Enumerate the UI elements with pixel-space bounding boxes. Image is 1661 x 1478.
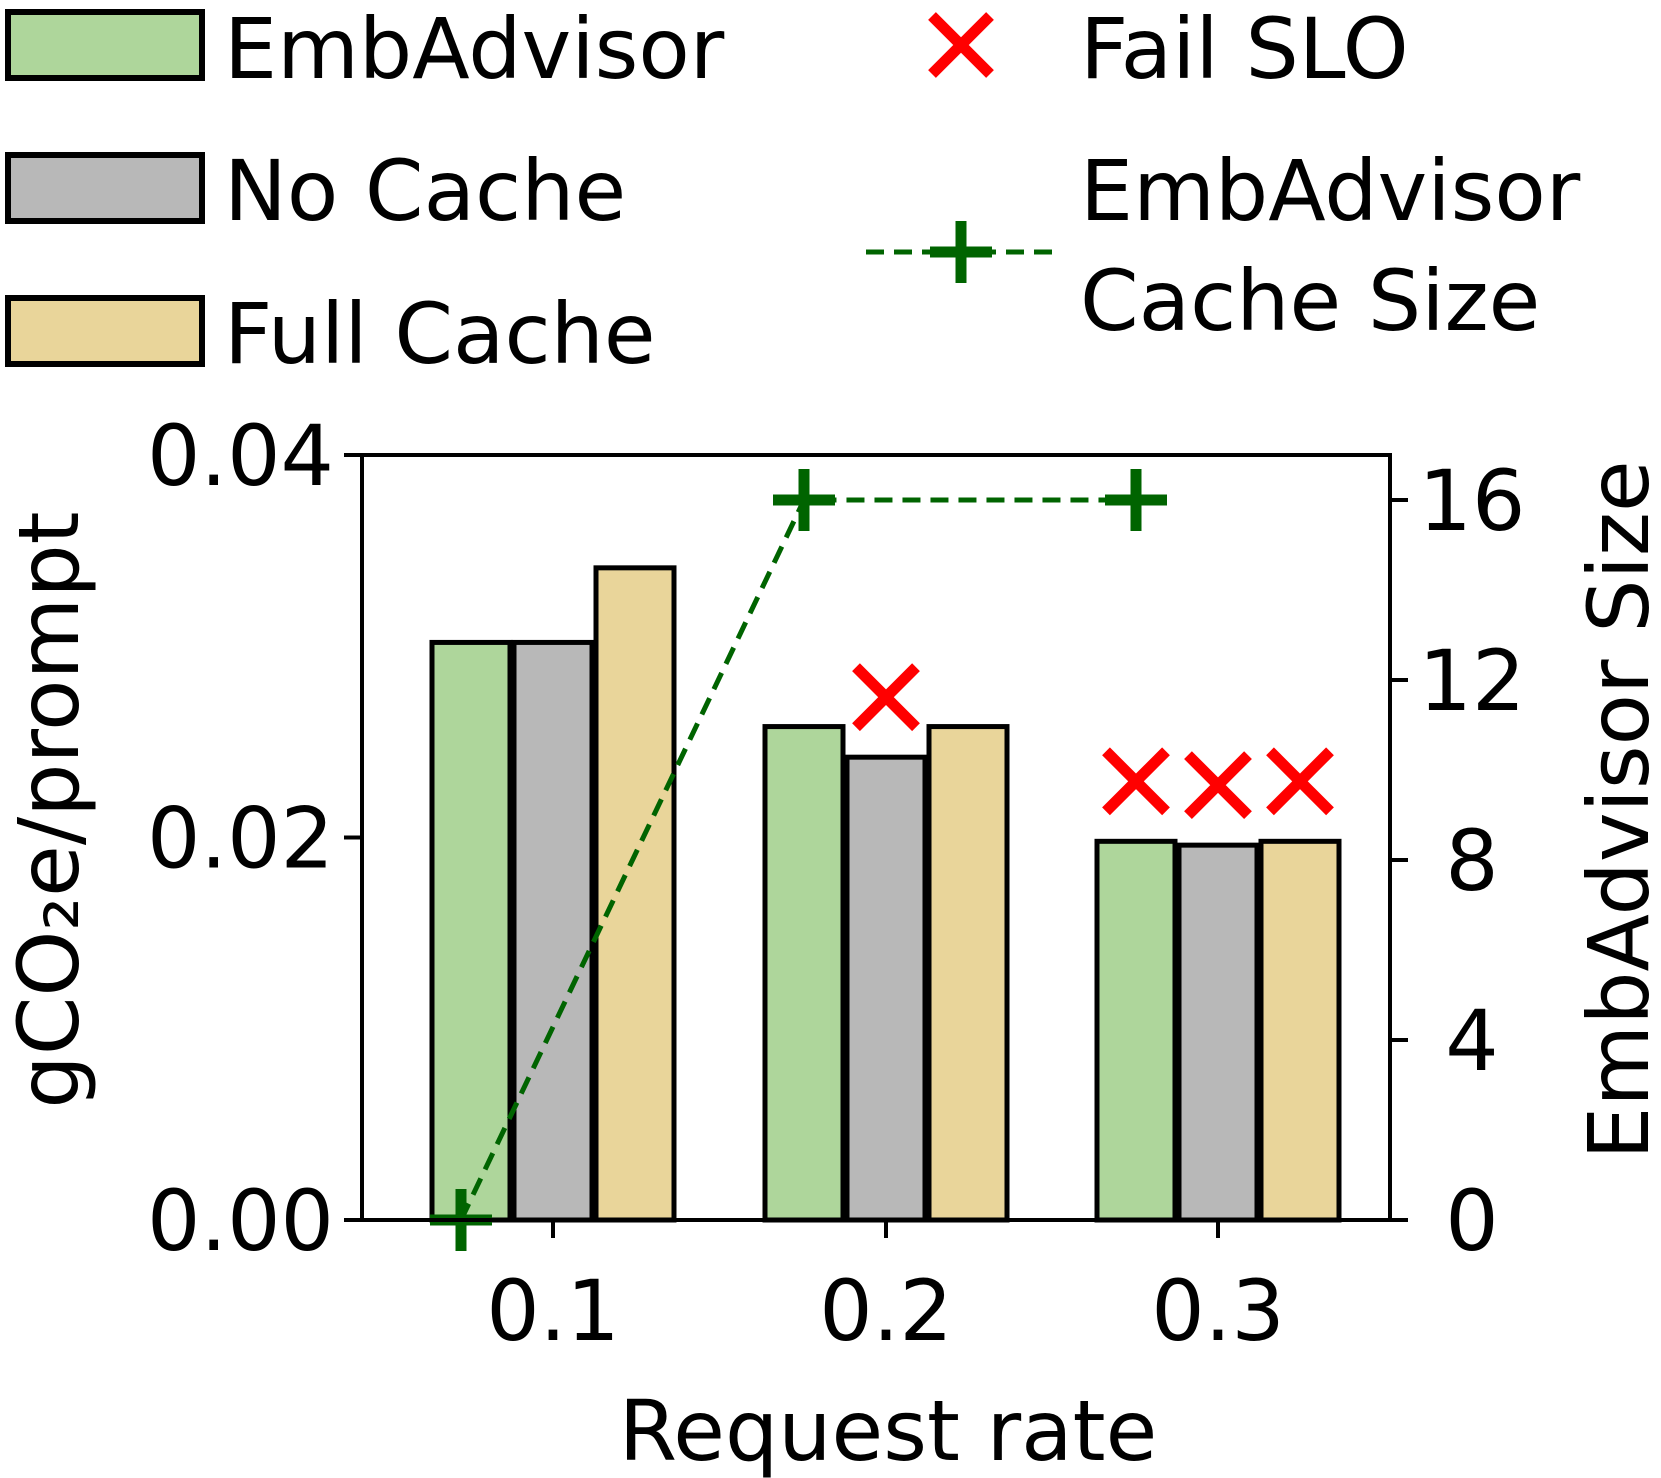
y-tick-label-right-0: 0 (1445, 1172, 1498, 1270)
legend-label-cache-size-line2: Cache Size (1080, 252, 1540, 350)
x-tick-label-0: 0.1 (486, 1262, 620, 1360)
legend-label-embadvisor: EmbAdvisor (224, 0, 725, 98)
fail-slo-marks (852, 663, 1334, 820)
fail-slo-mark-1 (1102, 747, 1170, 816)
y-axis-label-right: EmbAdvisor Size (1570, 460, 1661, 1159)
legend-label-cache-size-line1: EmbAdvisor (1080, 142, 1581, 240)
x-axis-label: Request rate (619, 1382, 1158, 1478)
legend-label-fail-slo: Fail SLO (1080, 0, 1409, 98)
fail-slo-mark-2 (1184, 751, 1252, 820)
x-tick-label-2: 0.3 (1151, 1262, 1285, 1360)
bar-full-cache-0.1 (593, 565, 677, 1223)
y-tick-label-right-1: 4 (1445, 992, 1498, 1090)
legend-label-full-cache: Full Cache (224, 285, 656, 383)
y-axis-label-left: gCO₂e/prompt (0, 511, 98, 1108)
y-tick-label-left-0: 0.00 (147, 1172, 334, 1270)
x-tick-label-1: 0.2 (819, 1262, 953, 1360)
fail-slo-mark-3 (1266, 747, 1334, 816)
y-tick-label-right-3: 12 (1419, 632, 1526, 730)
bar-embadvisor-0.1 (429, 639, 513, 1223)
bar-embadvisor-0.3 (1094, 838, 1178, 1223)
cache-size-point-2 (1105, 469, 1167, 531)
legend-fail-slo-icon (928, 12, 994, 78)
legend-swatch-no-cache (5, 152, 205, 224)
bar-embadvisor-0.2 (762, 724, 846, 1223)
bar-no-cache-0.3 (1176, 842, 1260, 1223)
y-axis-left: 0.00 0.02 0.04 (147, 407, 362, 1270)
legend: EmbAdvisor No Cache Full Cache Fail SLO … (5, 0, 1581, 383)
y-tick-label-left-2: 0.04 (147, 407, 334, 505)
y-tick-label-right-2: 8 (1445, 812, 1498, 910)
legend-label-no-cache: No Cache (224, 142, 626, 240)
x-axis: 0.1 0.2 0.3 (486, 1220, 1285, 1360)
y-tick-label-left-1: 0.02 (147, 790, 334, 888)
legend-cache-size-icon (866, 221, 1060, 283)
legend-swatch-embadvisor (5, 9, 205, 81)
bar-no-cache-0.1 (511, 639, 595, 1223)
bar-no-cache-0.2 (844, 754, 928, 1223)
cache-size-point-1 (773, 469, 835, 531)
bar-full-cache-0.2 (926, 724, 1010, 1223)
y-tick-label-right-4: 16 (1419, 452, 1526, 550)
legend-swatch-full-cache (5, 295, 205, 367)
y-axis-right: 0 4 8 12 16 (1390, 452, 1525, 1270)
bar-full-cache-0.3 (1258, 838, 1342, 1223)
bars (429, 565, 1342, 1223)
fail-slo-mark-0 (852, 663, 920, 732)
